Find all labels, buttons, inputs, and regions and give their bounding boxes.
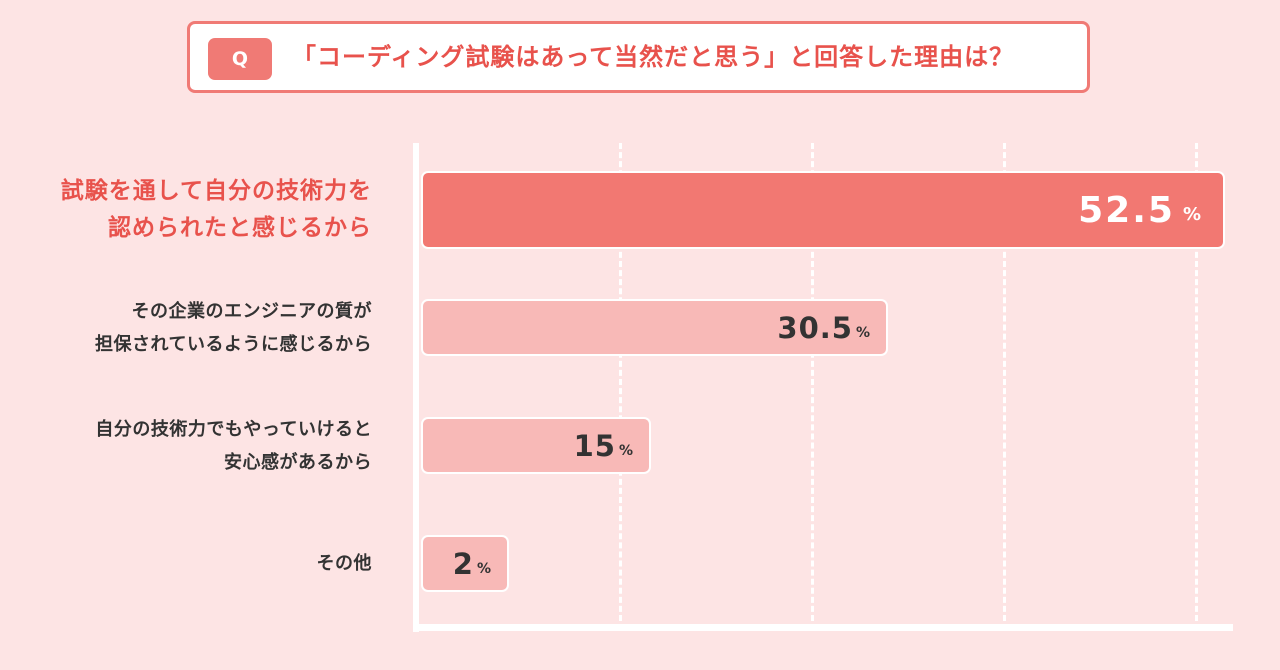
bar-3: 15% [421, 417, 651, 474]
gridline-4 [1195, 143, 1198, 621]
bar-value-label: 15% [574, 419, 633, 472]
bar-value-number: 15 [573, 428, 616, 463]
category-label-1: 試験を通して自分の技術力を認められたと感じるから [61, 173, 372, 247]
question-text: 「コーディング試験はあって当然だと思う」と回答した理由は？ [292, 43, 1015, 71]
bar-value-unit: % [476, 560, 491, 577]
bar-value-label: 52.5% [1078, 173, 1201, 247]
category-label-line: 自分の技術力でもやっていけると [95, 418, 372, 440]
category-label-line: その他 [316, 553, 372, 574]
y-axis-line [413, 143, 419, 632]
question-badge: Q [208, 38, 272, 80]
bar-value-label: 30.5% [777, 301, 870, 354]
bar-value-number: 30.5 [777, 310, 853, 345]
category-label-2: その企業のエンジニアの質が担保されているように感じるから [95, 295, 372, 361]
category-label-line: 試験を通して自分の技術力を [60, 178, 372, 204]
gridline-3 [1003, 143, 1006, 621]
gridline-1 [619, 143, 622, 621]
category-label-line: 担保されているように感じるから [95, 333, 372, 355]
bar-1: 52.5% [421, 171, 1225, 249]
category-label-3: 自分の技術力でもやっていけると安心感があるから [95, 413, 372, 479]
question-box: Q 「コーディング試験はあって当然だと思う」と回答した理由は？ [187, 21, 1090, 93]
category-label-line: その企業のエンジニアの質が [131, 300, 372, 322]
bar-value-label: 2% [453, 537, 491, 590]
bar-value-unit: % [1182, 203, 1201, 225]
bar-value-number: 52.5 [1078, 189, 1175, 231]
category-label-line: 認められたと感じるから [108, 215, 372, 241]
category-label-line: 安心感があるから [224, 451, 372, 473]
x-axis-line [413, 624, 1233, 631]
bar-value-number: 2 [452, 546, 474, 581]
bar-value-unit: % [618, 442, 633, 459]
category-label-4: その他 [317, 547, 373, 580]
bar-value-unit: % [855, 324, 870, 341]
bar-2: 30.5% [421, 299, 888, 356]
gridline-2 [811, 143, 814, 621]
bar-4: 2% [421, 535, 509, 592]
